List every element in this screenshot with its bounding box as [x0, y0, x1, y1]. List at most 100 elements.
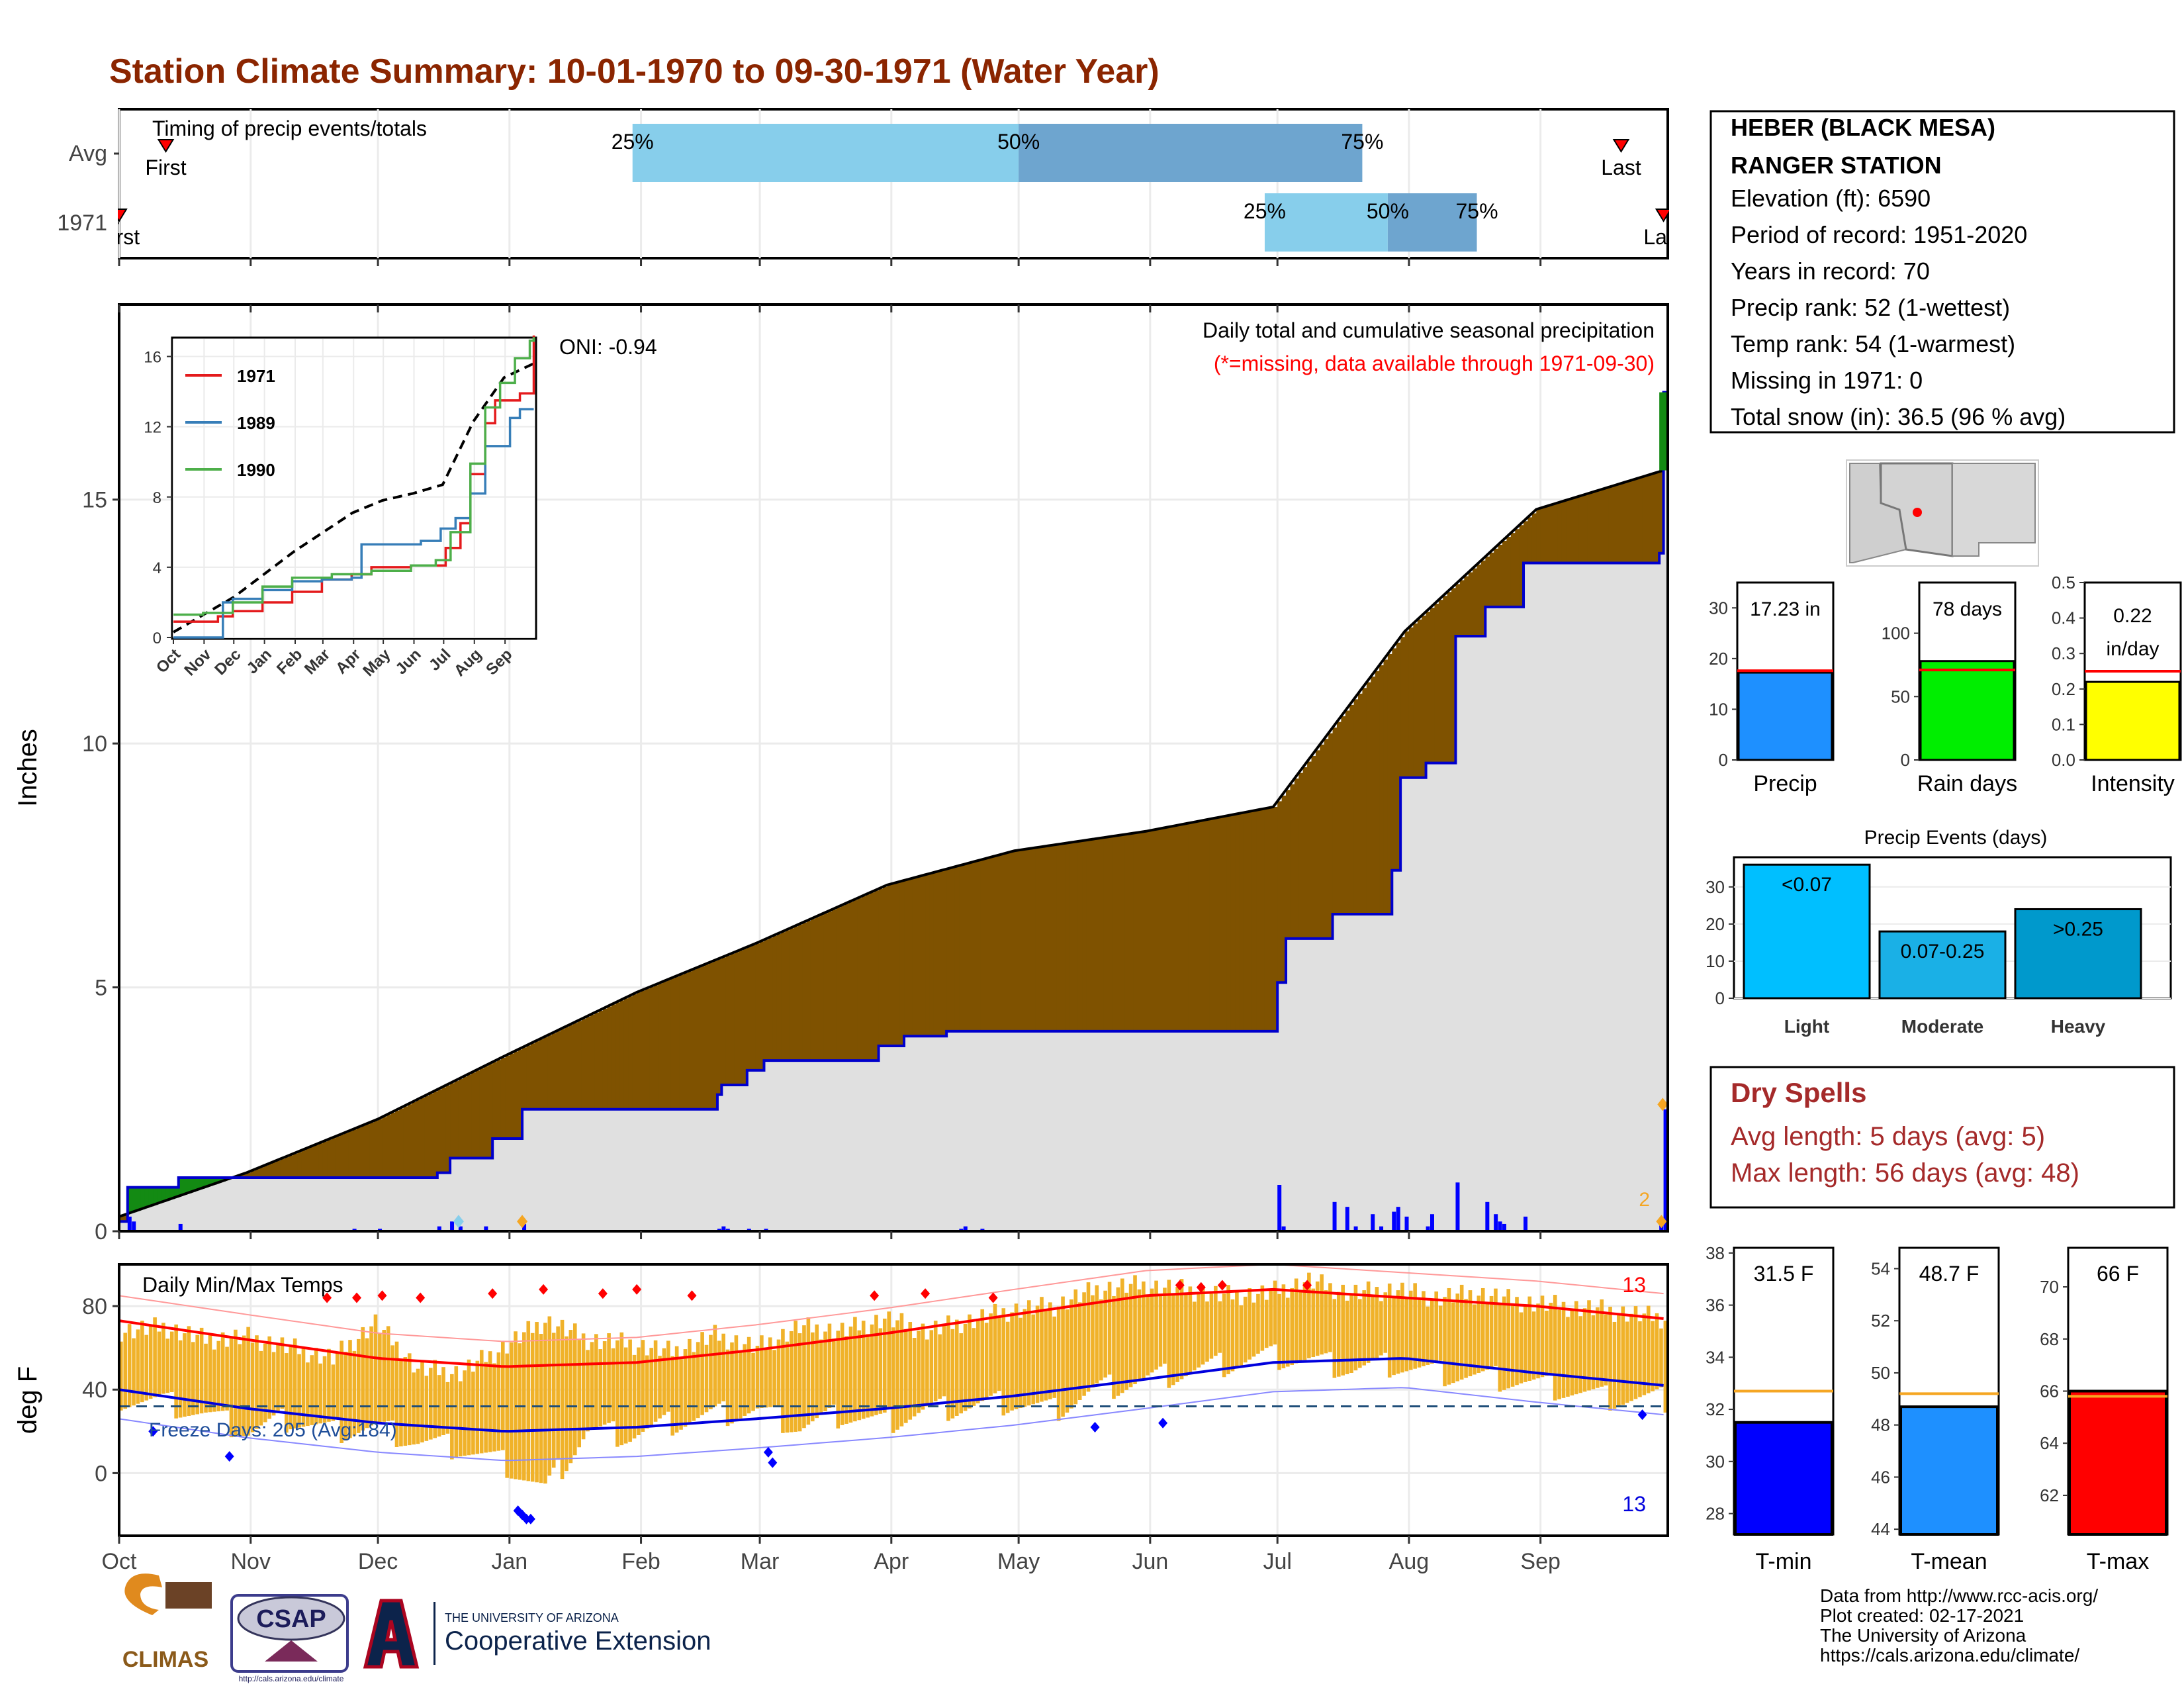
- deficit-area-slice: [1459, 580, 1465, 637]
- daily-temp-bar: [768, 1337, 772, 1407]
- deficit-area-slice: [917, 876, 922, 1037]
- deficit-area-slice: [1120, 835, 1125, 1031]
- daily-temp-bar: [968, 1314, 972, 1409]
- daily-precip-bar: [1404, 1216, 1409, 1231]
- record-high-marker: [870, 1290, 880, 1301]
- deficit-area-slice: [649, 987, 655, 1109]
- deficit-area-slice: [1336, 722, 1342, 915]
- mini-bar-value: [1737, 671, 1833, 761]
- daily-temp-bar: [1175, 1287, 1179, 1382]
- deficit-area-slice: [1353, 699, 1359, 915]
- climas-logo-mark: [124, 1573, 162, 1615]
- daily-temp-bar: [1638, 1321, 1642, 1397]
- surplus-area-slice: [148, 1187, 154, 1207]
- mini-bar-label: Precip: [1753, 771, 1817, 796]
- daily-temp-bar: [1625, 1321, 1629, 1403]
- total-snow: Total snow (in): 36.5 (96 % avg): [1731, 403, 2066, 430]
- deficit-area-slice: [933, 872, 938, 1037]
- month-tick-label: Jul: [1263, 1549, 1291, 1574]
- deficit-area-slice: [471, 1072, 477, 1158]
- deficit-area-slice: [1371, 677, 1376, 915]
- deficit-area-slice: [938, 871, 943, 1037]
- deficit-area-slice: [1413, 623, 1418, 778]
- station-name-2: RANGER STATION: [1731, 152, 1942, 179]
- deficit-area-slice: [547, 1035, 553, 1109]
- deficit-area-slice: [1256, 810, 1261, 1031]
- deficit-area-slice: [1197, 821, 1202, 1031]
- observed-cumulative-line: [119, 391, 1668, 1223]
- daily-temp-bar: [1320, 1274, 1324, 1355]
- inset-legend-label: 1989: [237, 413, 275, 433]
- daily-temp-bar: [373, 1314, 378, 1423]
- daily-temp-bar: [1116, 1287, 1120, 1396]
- temp-summary-y-tick-label: 54: [1871, 1258, 1890, 1278]
- years-in-record: Years in record: 70: [1731, 258, 1930, 285]
- deficit-area-slice: [382, 1117, 387, 1178]
- chart-title: Station Climate Summary: 10-01-1970 to 0…: [109, 52, 1160, 91]
- month-tick-label: May: [997, 1549, 1040, 1574]
- deficit-area-slice: [1290, 784, 1295, 939]
- deficit-area-slice: [496, 1060, 502, 1139]
- missing-days: Missing in 1971: 0: [1731, 367, 1923, 394]
- daily-temp-bar: [412, 1372, 416, 1445]
- daily-temp-bar: [484, 1362, 488, 1453]
- deficit-area-slice: [475, 1070, 480, 1158]
- deficit-area-slice: [1230, 815, 1236, 1031]
- daily-temp-bar: [560, 1319, 565, 1479]
- daily-temp-bar: [1099, 1299, 1103, 1381]
- daily-temp-bar: [169, 1331, 174, 1393]
- daily-temp-bar: [743, 1344, 747, 1416]
- deficit-area-slice: [297, 1152, 302, 1178]
- record-low-marker: [1158, 1417, 1168, 1429]
- deficit-area-slice: [1527, 517, 1533, 563]
- deficit-area-slice: [1048, 845, 1054, 1031]
- deficit-area-slice: [861, 896, 866, 1061]
- surplus-area-slice: [161, 1187, 167, 1202]
- daily-temp-bar: [514, 1331, 518, 1479]
- deficit-area-slice: [1443, 596, 1448, 763]
- deficit-area-slice: [1655, 473, 1660, 563]
- surplus-area-slice: [153, 1187, 158, 1205]
- daily-temp-bar: [670, 1356, 675, 1436]
- daily-precip-bar: [1498, 1221, 1502, 1231]
- daily-temp-bar: [1273, 1280, 1277, 1345]
- climas-logo-text: CLIMAS: [122, 1647, 208, 1672]
- daily-temp-bar: [153, 1317, 157, 1397]
- timing-quartile-label: 75%: [1341, 130, 1383, 154]
- events-bar: [2014, 908, 2142, 1000]
- inset-y-tick-label: 4: [153, 559, 161, 577]
- daily-temp-bar: [1286, 1297, 1290, 1367]
- daily-temp-bar: [1069, 1299, 1073, 1409]
- deficit-area-slice: [972, 862, 977, 1031]
- deficit-area-slice: [1596, 491, 1601, 563]
- deficit-area-slice: [1608, 487, 1614, 563]
- month-tick-label: Sep: [1520, 1549, 1561, 1574]
- csap-logo: CSAP http://cals.arizona.edu/climate: [230, 1594, 349, 1683]
- daily-temp-bar: [310, 1355, 314, 1425]
- deficit-area-slice: [1294, 778, 1299, 939]
- deficit-area-slice: [1281, 795, 1287, 983]
- timing-event-label: First: [145, 156, 186, 179]
- deficit-area-slice: [1273, 806, 1278, 1031]
- deficit-area-slice: [1103, 837, 1109, 1031]
- daily-precip-bar: [1494, 1214, 1498, 1231]
- deficit-area-slice: [1243, 812, 1248, 1031]
- deficit-area-slice: [832, 909, 837, 1061]
- deficit-area-slice: [437, 1089, 442, 1173]
- deficit-area-slice: [424, 1096, 430, 1178]
- deficit-area-slice: [899, 881, 905, 1046]
- month-tick-label: Aug: [1389, 1549, 1430, 1574]
- daily-temp-bar: [666, 1340, 670, 1412]
- daily-temp-bar: [1052, 1316, 1057, 1398]
- daily-temp-bar: [285, 1353, 289, 1433]
- temp-summary-label: T-mean: [1911, 1549, 1987, 1574]
- month-tick-label: Oct: [102, 1549, 137, 1574]
- daily-temp-bar: [1477, 1295, 1481, 1373]
- deficit-area-slice: [467, 1074, 472, 1158]
- daily-temp-bar: [569, 1330, 573, 1464]
- deficit-area-slice: [1451, 588, 1457, 763]
- deficit-area-slice: [1154, 829, 1160, 1031]
- daily-temp-bar: [1587, 1300, 1591, 1391]
- timing-row-avg-label: Avg: [69, 141, 107, 166]
- footer: Data from http://www.rcc-acis.org/ Plot …: [122, 1573, 2098, 1683]
